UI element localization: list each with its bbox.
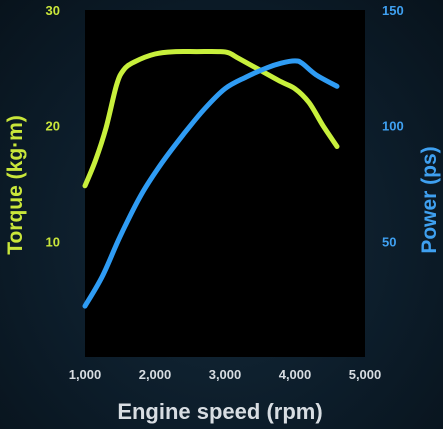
- ticks-layer: 1,000 2,000 3,000 4,000 5,000 10 20 30 50 100 150: [46, 3, 404, 382]
- x-tick-label: 2,000: [139, 367, 172, 382]
- x-tick-label: 4,000: [279, 367, 312, 382]
- x-axis-label: Engine speed (rpm): [117, 399, 322, 424]
- plot-area: [85, 10, 365, 357]
- y-left-tick-label: 20: [46, 119, 60, 134]
- y-axis-right-label: Power (ps): [418, 146, 441, 253]
- y-right-tick-label: 50: [382, 234, 396, 249]
- y-left-tick-label: 30: [46, 3, 60, 18]
- y-axis-left-label: Torque (kg·m): [4, 115, 27, 255]
- series-layer: [82, 48, 340, 309]
- x-tick-label: 1,000: [69, 367, 102, 382]
- y-right-tick-label: 100: [382, 119, 404, 134]
- x-tick-label: 3,000: [209, 367, 242, 382]
- torque-series-line: [82, 48, 340, 189]
- y-right-tick-label: 150: [382, 3, 404, 18]
- y-left-tick-label: 10: [46, 234, 60, 249]
- power-series-line: [82, 58, 340, 309]
- x-tick-label: 5,000: [349, 367, 382, 382]
